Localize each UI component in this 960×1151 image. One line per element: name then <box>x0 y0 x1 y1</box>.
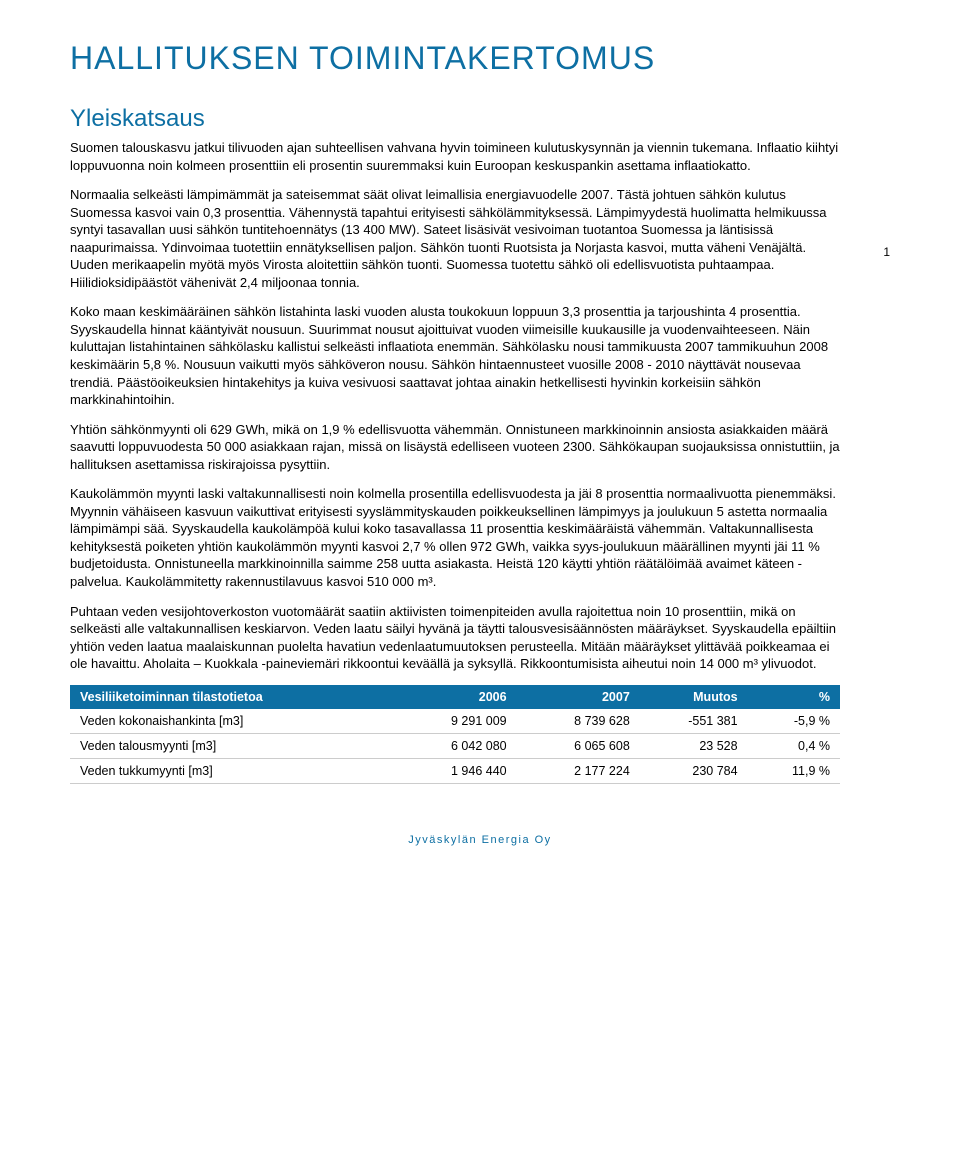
table-cell: 8 739 628 <box>517 709 640 734</box>
table-cell: 11,9 % <box>748 758 840 783</box>
table-header-col: 2006 <box>393 685 516 709</box>
table-header-label: Vesiliiketoiminnan tilastotietoa <box>70 685 393 709</box>
table-cell: 0,4 % <box>748 733 840 758</box>
table-cell: 6 042 080 <box>393 733 516 758</box>
table-cell: Veden talousmyynti [m3] <box>70 733 393 758</box>
table-row: Veden talousmyynti [m3] 6 042 080 6 065 … <box>70 733 840 758</box>
table-cell: 23 528 <box>640 733 748 758</box>
intro-paragraph: Suomen talouskasvu jatkui tilivuoden aja… <box>70 139 840 174</box>
table-row: Veden kokonaishankinta [m3] 9 291 009 8 … <box>70 709 840 734</box>
body-paragraph: Kaukolämmön myynti laski valtakunnallise… <box>70 485 840 590</box>
table-header-col: 2007 <box>517 685 640 709</box>
table-cell: 230 784 <box>640 758 748 783</box>
table-cell: 2 177 224 <box>517 758 640 783</box>
table-cell: 9 291 009 <box>393 709 516 734</box>
main-title: HALLITUKSEN TOIMINTAKERTOMUS <box>70 40 890 77</box>
body-paragraph: Koko maan keskimääräinen sähkön listahin… <box>70 303 840 408</box>
table-row: Veden tukkumyynti [m3] 1 946 440 2 177 2… <box>70 758 840 783</box>
body-paragraph: Yhtiön sähkönmyynti oli 629 GWh, mikä on… <box>70 421 840 474</box>
body-paragraph: Puhtaan veden vesijohtoverkoston vuotomä… <box>70 603 840 673</box>
table-cell: -551 381 <box>640 709 748 734</box>
statistics-table: Vesiliiketoiminnan tilastotietoa 2006 20… <box>70 685 840 784</box>
footer-company: Jyväskylän Energia Oy <box>70 834 890 846</box>
table-cell: Veden tukkumyynti [m3] <box>70 758 393 783</box>
table-cell: 1 946 440 <box>393 758 516 783</box>
body-paragraph: Normaalia selkeästi lämpimämmät ja satei… <box>70 186 840 291</box>
table-cell: 6 065 608 <box>517 733 640 758</box>
table-cell: Veden kokonaishankinta [m3] <box>70 709 393 734</box>
table-header-col: % <box>748 685 840 709</box>
page-number: 1 <box>870 245 890 259</box>
table-cell: -5,9 % <box>748 709 840 734</box>
section-title: Yleiskatsaus <box>70 105 840 133</box>
table-header-col: Muutos <box>640 685 748 709</box>
